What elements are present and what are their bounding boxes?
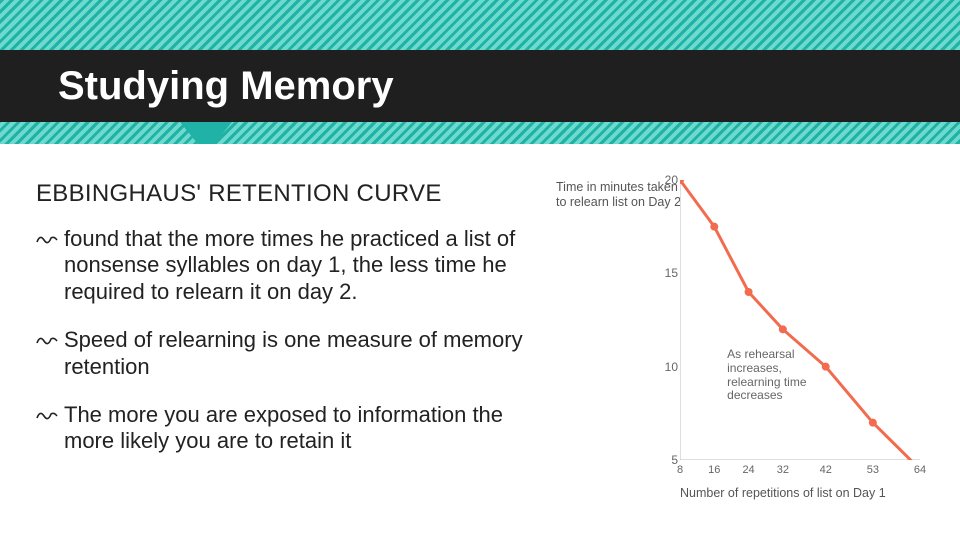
x-tick-label: 32 [771, 464, 795, 476]
bullet-text: Speed of relearning is one measure of me… [64, 327, 523, 378]
bullet-text: found that the more times he practiced a… [64, 226, 515, 304]
bullet-text: The more you are exposed to information … [64, 402, 503, 453]
header: Studying Memory [0, 0, 960, 160]
chart-marker [779, 325, 787, 333]
x-tick-label: 53 [861, 464, 885, 476]
squiggle-icon [36, 408, 58, 422]
bullet-list: found that the more times he practiced a… [36, 226, 556, 455]
retention-chart: Time in minutes taken to relearn list on… [560, 180, 930, 510]
slide-body: EBBINGHAUS' RETENTION CURVE found that t… [0, 170, 960, 540]
slide: Studying Memory EBBINGHAUS' RETENTION CU… [0, 0, 960, 540]
x-tick-label: 42 [814, 464, 838, 476]
body-subtitle: EBBINGHAUS' RETENTION CURVE [36, 180, 556, 208]
chart-marker [822, 363, 830, 371]
x-tick-label: 16 [702, 464, 726, 476]
y-tick-label: 10 [658, 360, 678, 374]
slide-title: Studying Memory [58, 64, 394, 109]
chart-marker [710, 223, 718, 231]
chart-line [680, 180, 920, 460]
chart-marker [869, 419, 877, 427]
bullet-item: Speed of relearning is one measure of me… [36, 327, 556, 380]
chart-line-path [680, 180, 920, 460]
text-column: EBBINGHAUS' RETENTION CURVE found that t… [36, 180, 556, 540]
bullet-item: found that the more times he practiced a… [36, 226, 556, 305]
squiggle-icon [36, 333, 58, 347]
chart-marker [745, 288, 753, 296]
title-bar: Studying Memory [0, 50, 960, 122]
x-tick-label: 8 [668, 464, 692, 476]
chart-xlabel: Number of repetitions of list on Day 1 [680, 486, 886, 500]
x-tick-label: 64 [908, 464, 932, 476]
x-tick-label: 24 [737, 464, 761, 476]
chart-annotation: As rehearsal increases, relearning time … [727, 348, 817, 403]
y-tick-label: 15 [658, 266, 678, 280]
chart-column: Time in minutes taken to relearn list on… [556, 180, 940, 540]
squiggle-icon [36, 232, 58, 246]
bullet-item: The more you are exposed to information … [36, 402, 556, 455]
y-tick-label: 20 [658, 173, 678, 187]
chart-svg [680, 180, 920, 460]
